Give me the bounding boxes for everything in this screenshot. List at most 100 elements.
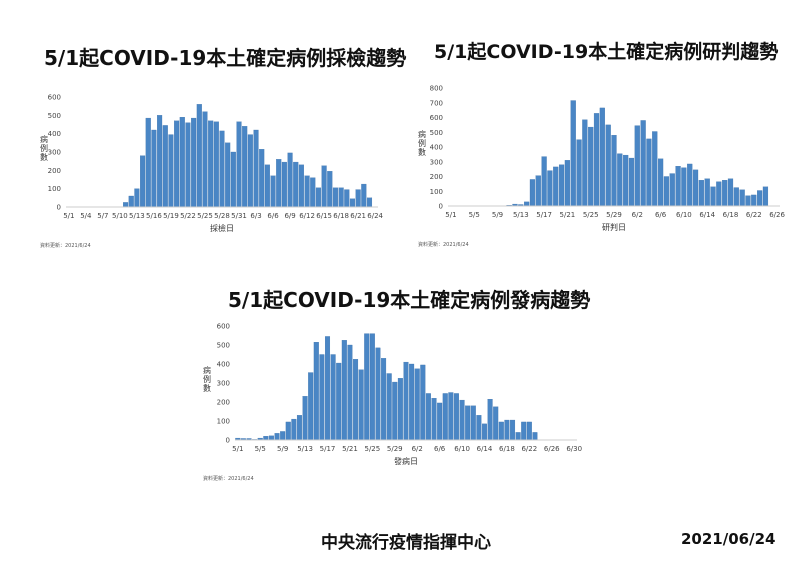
bar [553,166,559,207]
source-note: 資料更新：2021/6/24 [203,475,254,482]
bar [675,166,681,207]
bar [524,201,530,207]
x-tick-label: 5/22 [180,212,196,220]
bar [681,167,687,207]
bar [570,100,576,207]
y-axis-label: 病例數 [40,134,48,162]
bar [253,129,259,208]
bar [751,194,757,207]
footer-date: 2021/06/24 [681,530,776,548]
x-tick-label: 6/2 [632,211,643,219]
y-tick-label: 700 [430,99,443,107]
source-note: 資料更新：2021/6/24 [40,242,91,249]
x-tick-label: 5/29 [387,445,403,453]
x-tick-label: 6/15 [316,212,332,220]
bar [270,175,276,208]
x-tick-label: 6/10 [676,211,692,219]
y-tick-label: 600 [48,94,61,102]
bar [276,159,282,208]
bar [757,190,763,207]
chart1-title: 5/1起COVID-19本土確定病例採檢趨勢 [44,46,407,70]
x-tick-label: 6/2 [412,445,423,453]
bar [287,152,293,208]
y-tick-label: 600 [430,114,443,122]
bar [762,186,769,207]
x-tick-label: 5/28 [214,212,230,220]
x-tick-label: 5/21 [342,445,358,453]
bar [344,189,350,208]
x-tick-label: 5/5 [469,211,480,219]
y-axis-label: 病例數 [203,365,211,393]
x-tick-label: 6/21 [350,212,366,220]
x-tick-label: 5/1 [63,212,74,220]
bar [236,121,242,208]
chart3-title: 5/1起COVID-19本土確定病例發病趨勢 [228,288,591,312]
bar [465,405,471,441]
bar [634,125,640,207]
bar [704,178,710,207]
bar [202,111,208,208]
bar [185,122,191,208]
bar [722,180,728,207]
x-tick-label: 6/3 [250,212,261,220]
bar [358,369,364,441]
x-tick-label: 6/18 [499,445,515,453]
bar [470,405,476,441]
bar [296,415,302,441]
bar [487,399,493,441]
x-tick-label: 5/5 [255,445,266,453]
bar [733,187,739,207]
bar [698,180,704,207]
bar [628,157,635,207]
bar [369,333,375,441]
bar [448,392,454,441]
bar [739,189,745,207]
x-tick-label: 5/21 [560,211,576,219]
y-tick-label: 500 [48,112,61,120]
x-tick-label: 6/6 [267,212,279,220]
x-tick-label: 6/26 [769,211,785,219]
bar [381,358,387,441]
x-tick-label: 6/22 [521,445,537,453]
x-tick-label: 5/17 [536,211,552,219]
bar [162,125,168,208]
x-tick-label: 5/25 [583,211,599,219]
bar [652,131,658,207]
bar [219,130,225,208]
bar [558,164,565,207]
bar [274,433,280,441]
bar [313,341,319,441]
bar [319,354,325,441]
bar [353,359,359,441]
x-tick-label: 5/16 [146,212,162,220]
x-tick-label: 5/29 [606,211,622,219]
bar [481,423,487,441]
x-tick-label: 6/12 [299,212,315,220]
x-axis-label: 研判日 [602,222,626,232]
x-tick-label: 6/26 [544,445,560,453]
bar [593,113,600,207]
bar [140,155,146,208]
bar [330,354,336,441]
x-tick-label: 6/18 [333,212,349,220]
bar [302,396,308,441]
y-tick-label: 100 [48,185,61,193]
bar [510,419,516,441]
bar [493,406,499,441]
chart-assessment-date: 0 100 200 300 400 500 600 700 800 病例數 5/1 5/5 5/9 5/1… [410,80,790,250]
bar [230,151,236,208]
bar [347,344,353,441]
y-tick-label: 300 [430,158,443,166]
y-tick-label: 0 [439,203,443,211]
bar [564,160,570,207]
bar [716,181,722,207]
bar [134,188,140,208]
bar [745,195,751,207]
y-tick-label: 400 [217,361,230,369]
bar [403,361,409,441]
x-tick-label: 6/22 [746,211,762,219]
bar [386,373,392,441]
x-tick-label: 6/9 [284,212,295,220]
bar [191,117,197,208]
